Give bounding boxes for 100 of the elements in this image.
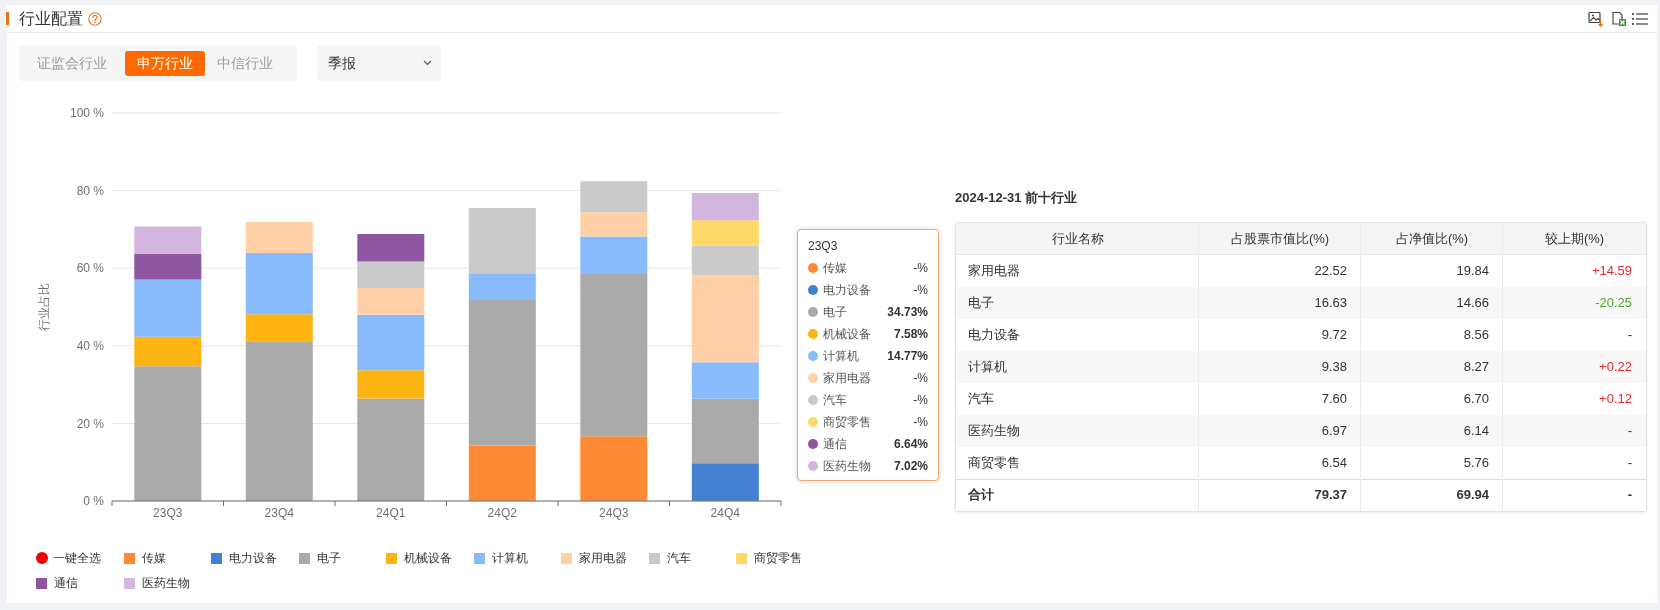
bar	[357, 314, 425, 371]
x-tick-label: 23Q3	[153, 506, 183, 520]
bar	[357, 370, 425, 399]
data-label: 79.37	[1314, 487, 1347, 502]
series-label: 占股票市值比(%)	[1230, 231, 1330, 246]
data-label: 9.72	[1321, 327, 1347, 342]
bar	[468, 274, 536, 301]
text: 家用电器	[579, 550, 627, 565]
data-label: -	[1627, 327, 1632, 342]
text: 通信	[823, 437, 847, 451]
data-label: 9.38	[1321, 359, 1347, 374]
category-label: 商贸零售	[968, 455, 1020, 470]
x-tick-label: 24Q2	[487, 506, 518, 520]
bar	[580, 212, 648, 237]
dropdown-field: 季报	[317, 45, 441, 81]
text: 行业名称	[1051, 231, 1104, 246]
y-axis-title: 行业占比	[37, 283, 52, 331]
legend-label: 通信	[54, 574, 78, 592]
text: -%	[913, 283, 928, 297]
bar	[245, 314, 313, 342]
text: 机械设备	[823, 327, 871, 341]
bar	[691, 274, 759, 363]
bar	[357, 398, 425, 501]
text: 传媒	[141, 550, 166, 565]
category-label: 合计	[968, 487, 994, 502]
bar	[134, 336, 202, 367]
data-label: -	[1627, 423, 1632, 438]
bar	[134, 226, 202, 254]
legend-label: 医药生物	[823, 459, 871, 473]
bar	[245, 253, 313, 315]
text: -%	[913, 371, 928, 385]
x-tick-label: 24Q4	[710, 506, 741, 520]
x-tick-label: 23Q4	[264, 506, 295, 520]
text: -%	[913, 393, 928, 407]
bar	[691, 398, 759, 464]
category-label: 电子	[968, 295, 994, 310]
text: 7.58%	[893, 327, 928, 341]
bar	[580, 436, 648, 501]
bar	[468, 208, 536, 275]
bar	[691, 362, 759, 399]
chart-title: 行业配置	[19, 10, 83, 27]
legend-label: 计算机	[823, 349, 859, 363]
bar	[691, 463, 759, 501]
data-label: 14.66	[1456, 295, 1489, 310]
legend-label: 电子	[316, 549, 341, 567]
bar	[134, 366, 202, 501]
legend-label: 家用电器	[823, 371, 871, 385]
data-label: +14.59	[1591, 263, 1632, 278]
category-label: 计算机	[968, 359, 1007, 374]
bar	[468, 445, 536, 501]
data-label: 6.97	[1321, 423, 1347, 438]
bar	[245, 341, 313, 501]
text: 2024-12-31 前十行业	[955, 190, 1078, 205]
bar	[468, 300, 536, 446]
text: 汽车	[666, 550, 691, 565]
text: 电力设备	[229, 550, 277, 565]
data-label: +0.12	[1599, 391, 1632, 406]
y-tick-label: 20 %	[76, 416, 105, 431]
text: 23Q3	[808, 239, 838, 253]
legend-label: 汽车	[823, 393, 847, 407]
text: 34.73%	[887, 305, 928, 319]
series-label: 较上期(%)	[1544, 231, 1605, 246]
y-tick-label: 60 %	[76, 261, 105, 276]
data-label: 6.54	[1321, 455, 1347, 470]
text: -%	[913, 415, 928, 429]
text: 医药生物	[141, 575, 190, 590]
text: 7.02%	[893, 459, 928, 473]
data-label: -	[1627, 455, 1632, 470]
bar	[691, 193, 759, 221]
y-tick-label: 40 %	[76, 339, 105, 354]
bar	[134, 279, 202, 337]
data-label: 5.76	[1463, 455, 1489, 470]
category-label: 电力设备	[968, 327, 1020, 342]
text: 商贸零售	[754, 550, 802, 565]
bar	[134, 253, 202, 280]
bar	[691, 220, 759, 246]
data-label: 6.70	[1463, 391, 1489, 406]
text: -%	[913, 261, 928, 275]
legend-label: 传媒	[823, 261, 847, 275]
legend-label: 电力设备	[823, 283, 871, 297]
bar	[580, 274, 648, 437]
data-label: -20.25	[1595, 295, 1632, 310]
x-tick-label: 24Q3	[599, 506, 629, 520]
text: 占净值比(%)	[1395, 231, 1469, 246]
text: 14.77%	[887, 349, 928, 363]
text: 6.64%	[893, 437, 928, 451]
x-tick-label: 24Q1	[376, 506, 406, 520]
bar	[580, 181, 648, 213]
y-tick-label: 0 %	[83, 494, 105, 509]
data-label: 8.27	[1463, 359, 1489, 374]
y-tick-label: 100 %	[69, 106, 105, 121]
category-label: 医药生物	[968, 423, 1020, 438]
y-tick-label: 80 %	[76, 183, 105, 198]
bar	[245, 222, 313, 254]
data-label: 16.63	[1314, 295, 1347, 310]
legend-label: 机械设备	[404, 549, 452, 567]
data-label: -	[1627, 487, 1632, 502]
data-label: 22.52	[1314, 263, 1347, 278]
text: 计算机	[491, 550, 528, 565]
data-label: 69.94	[1456, 487, 1489, 502]
